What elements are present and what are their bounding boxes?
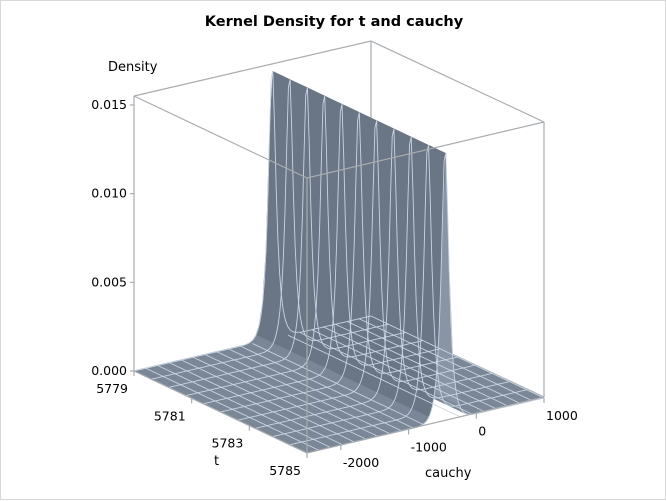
t-tick-label: 5781 <box>154 408 186 423</box>
grid-line-cauchy <box>145 367 320 451</box>
grid-line-cauchy <box>204 354 379 437</box>
grid-line-t <box>185 95 424 397</box>
grid-line-cauchy <box>287 334 462 418</box>
grid-line-cauchy <box>323 326 497 410</box>
z-tick-label: 0.005 <box>91 274 127 289</box>
z-axis-label: Density <box>108 60 158 75</box>
cauchy-tick-label: -1000 <box>411 439 447 454</box>
grid-line-cauchy <box>299 332 474 415</box>
grid-line-cauchy <box>358 318 533 402</box>
grid-line-t <box>168 87 406 388</box>
grid-line-cauchy <box>370 315 545 399</box>
grid-line-cauchy <box>335 323 509 407</box>
t-tick-label: 5779 <box>96 381 128 396</box>
grid-line-cauchy <box>157 365 331 448</box>
grid-line-t <box>133 71 372 372</box>
grid-line-cauchy <box>216 351 391 435</box>
grid-line-t <box>151 79 389 380</box>
grid-line-t <box>254 128 493 429</box>
t-tick-label: 5783 <box>212 436 244 451</box>
t-tick-label: 5785 <box>269 463 301 478</box>
cauchy-axis-label: cauchy <box>425 466 472 481</box>
t-axis-ticks: 5779 5781 5783 5785 <box>96 371 308 478</box>
grid-line-t <box>203 104 441 405</box>
grid-line-cauchy <box>240 345 414 429</box>
grid-line-t <box>289 145 527 446</box>
z-tick-label: 0.010 <box>91 186 127 201</box>
grid-line-t <box>237 120 475 421</box>
grid-line-cauchy <box>181 359 355 443</box>
z-tick-label: 0.000 <box>91 363 127 378</box>
cauchy-tick-label: 0 <box>478 424 486 439</box>
grid-line-cauchy <box>169 362 343 446</box>
z-tick-label: 0.015 <box>91 97 127 112</box>
z-axis-ticks: 0.000 0.005 0.010 0.015 <box>91 97 134 378</box>
grid-line-cauchy <box>347 321 521 404</box>
chart-title: Kernel Density for t and cauchy <box>205 14 464 30</box>
grid-line-cauchy <box>252 343 426 426</box>
grid-line-cauchy <box>193 356 367 440</box>
grid-line-cauchy <box>228 348 402 432</box>
cauchy-tick-label: -2000 <box>343 455 379 470</box>
grid-line-t <box>272 136 510 438</box>
cauchy-tick-label: 1000 <box>546 408 578 423</box>
grid-line-cauchy <box>311 329 485 413</box>
cauchy-axis-ticks: -2000 -1000 0 1000 <box>340 398 578 470</box>
density-surface <box>133 70 545 454</box>
t-axis-label: t <box>214 454 219 469</box>
grid-line-t <box>220 112 458 413</box>
